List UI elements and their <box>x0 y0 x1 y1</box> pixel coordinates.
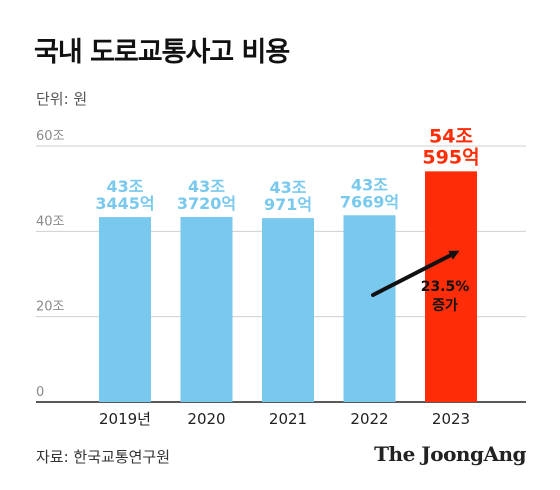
growth-annotation-text: 증가 <box>432 298 458 314</box>
y-tick-label: 0 <box>36 385 44 400</box>
chart-title: 국내 도로교통사고 비용 <box>34 37 290 68</box>
y-tick-label: 40조 <box>36 214 65 229</box>
x-tick-label: 2020 <box>187 410 225 428</box>
bar-value-label: 971억 <box>264 195 312 214</box>
x-tick-label: 2023 <box>432 410 470 428</box>
bar <box>262 218 314 402</box>
y-tick-label: 60조 <box>36 129 65 144</box>
x-tick-label: 2019년 <box>99 410 151 428</box>
bar-value-label: 54조 <box>429 125 473 147</box>
bar-value-label: 43조 <box>351 175 388 194</box>
growth-arrow <box>371 250 460 297</box>
bar-value-label: 7669억 <box>340 192 399 211</box>
x-tick-label: 2021 <box>269 410 307 428</box>
publisher-logo: The JoongAng <box>374 442 526 466</box>
bar-value-label: 595억 <box>422 146 479 168</box>
bar-highlight <box>425 171 477 402</box>
growth-annotation-text: 23.5% <box>421 279 470 295</box>
y-tick-label: 20조 <box>36 300 65 315</box>
unit-label: 단위: 원 <box>36 90 88 108</box>
bar-value-label: 43조 <box>188 177 225 196</box>
bar <box>99 217 151 402</box>
bar-value-label: 43조 <box>270 178 307 197</box>
x-tick-label: 2022 <box>350 410 388 428</box>
bar-value-label: 43조 <box>107 177 144 196</box>
bar-value-label: 3720억 <box>177 194 236 213</box>
source-note: 자료: 한국교통연구원 <box>36 448 171 466</box>
bar <box>180 216 233 402</box>
bar-value-label: 3445억 <box>95 194 154 213</box>
bar <box>343 215 396 402</box>
